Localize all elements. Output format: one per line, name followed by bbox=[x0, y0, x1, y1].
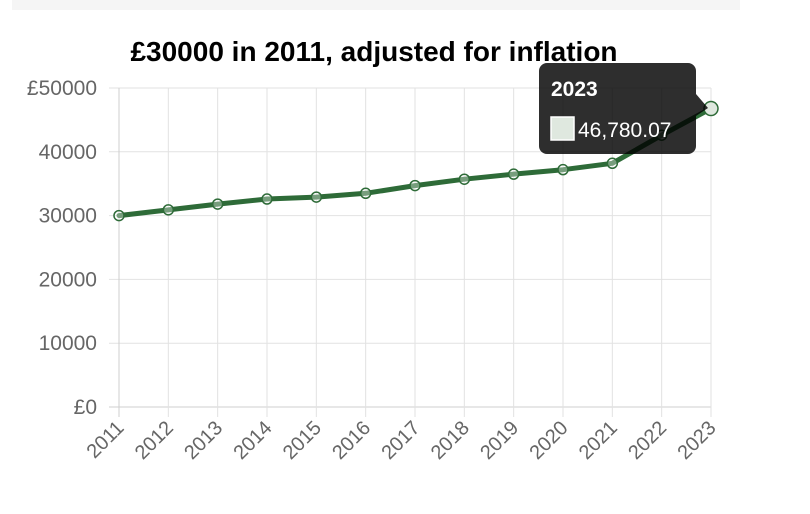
series-line[interactable] bbox=[116, 106, 714, 219]
data-point[interactable] bbox=[310, 191, 323, 203]
chart-title: £30000 in 2011, adjusted for inflation bbox=[130, 36, 617, 67]
data-point[interactable] bbox=[211, 198, 224, 210]
tooltip: 2023 46,780.07 bbox=[539, 63, 708, 154]
x-tick-label: 2014 bbox=[230, 417, 277, 464]
x-tick-label: 2012 bbox=[131, 417, 178, 464]
y-tick-label: 10000 bbox=[39, 332, 97, 355]
x-axis-ticks: 2011 2012 2013 2014 2015 2016 2017 2018 2019 2020… bbox=[83, 417, 721, 464]
tooltip-value: 46,780.07 bbox=[578, 119, 671, 142]
tooltip-title: 2023 bbox=[551, 78, 598, 101]
x-tick-label: 2015 bbox=[279, 417, 326, 464]
data-point[interactable] bbox=[359, 187, 372, 200]
x-tick-label: 2020 bbox=[526, 417, 573, 464]
x-tick-label: 2019 bbox=[476, 417, 523, 464]
x-tick-label: 2022 bbox=[624, 417, 671, 464]
data-point[interactable] bbox=[458, 173, 471, 185]
top-strip bbox=[12, 0, 740, 10]
data-point[interactable] bbox=[507, 168, 520, 180]
x-tick-label: 2021 bbox=[575, 417, 622, 464]
data-point[interactable] bbox=[113, 209, 125, 222]
x-tick-label: 2017 bbox=[378, 417, 425, 464]
tooltip-caret bbox=[696, 94, 708, 116]
y-tick-label: 40000 bbox=[39, 141, 97, 164]
data-points[interactable] bbox=[113, 100, 719, 222]
data-point[interactable] bbox=[409, 179, 421, 192]
data-point[interactable] bbox=[162, 204, 175, 216]
tooltip-background bbox=[539, 63, 696, 154]
y-tick-label: 20000 bbox=[39, 268, 97, 291]
data-point[interactable] bbox=[261, 193, 273, 205]
x-tick-label: 2016 bbox=[328, 417, 375, 464]
x-tick-label: 2023 bbox=[674, 417, 721, 464]
data-point[interactable] bbox=[557, 163, 569, 176]
y-axis-ticks: £0 10000 20000 30000 40000 £50000 bbox=[27, 77, 97, 419]
x-tick-label: 2018 bbox=[427, 417, 474, 464]
y-tick-label: 30000 bbox=[39, 205, 97, 228]
x-tick-label: 2013 bbox=[180, 417, 227, 464]
data-point[interactable] bbox=[606, 157, 619, 170]
y-tick-label: £50000 bbox=[27, 77, 97, 100]
series-line-path[interactable] bbox=[116, 106, 714, 219]
x-tick-label: 2011 bbox=[83, 417, 129, 463]
tooltip-color-swatch bbox=[550, 116, 575, 141]
y-tick-label: £0 bbox=[74, 396, 97, 419]
